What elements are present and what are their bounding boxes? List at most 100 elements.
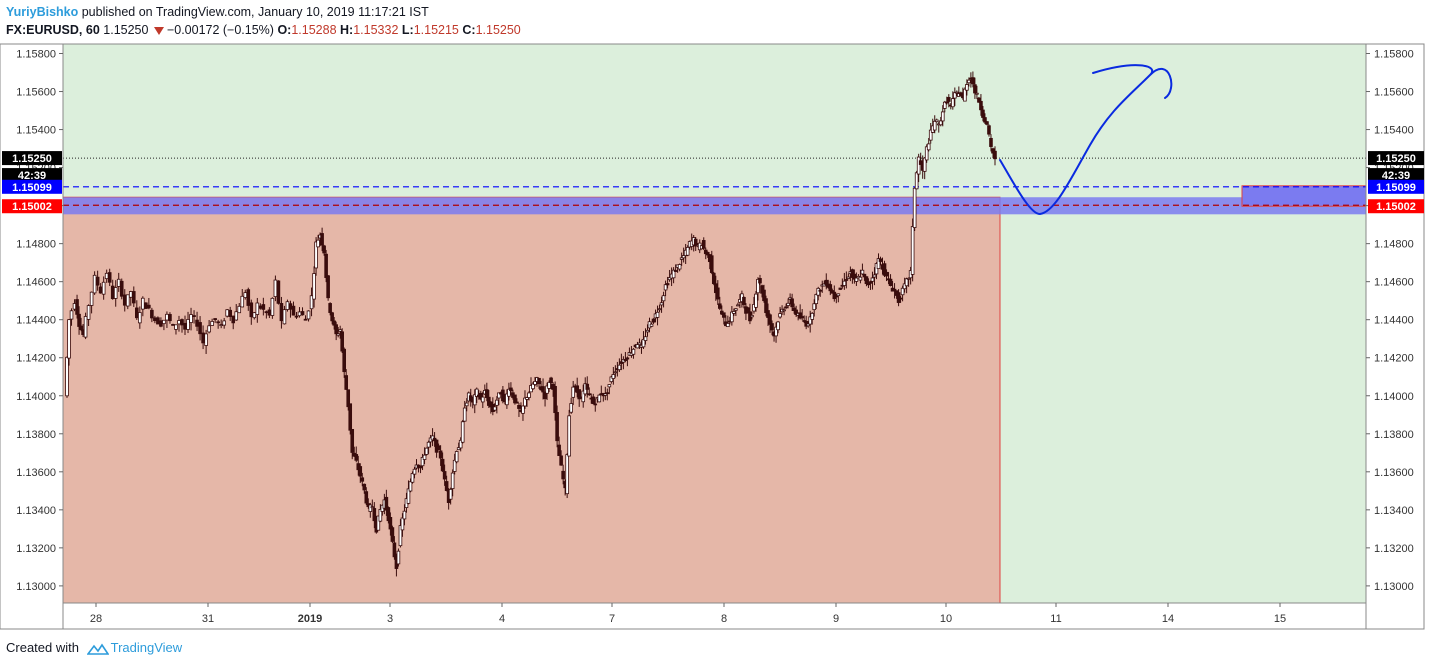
candle-body [643, 336, 648, 341]
price-label-right: 1.15250 [1376, 153, 1416, 165]
candle-body [513, 394, 517, 404]
x-tick-label: 15 [1274, 613, 1286, 625]
time-axis[interactable] [62, 602, 1367, 630]
down-arrow-icon [153, 26, 164, 35]
y-tick-label-left: 1.15600 [16, 87, 56, 99]
candle-body [876, 258, 881, 270]
candle-body [171, 324, 175, 326]
candle-body [192, 315, 196, 317]
candle-body [384, 496, 389, 511]
candle-body [204, 333, 208, 346]
candle-body [543, 392, 547, 400]
candle-body [165, 313, 169, 321]
candle-body [340, 331, 344, 352]
price-chart[interactable]: 1.15800 1.15800 1.15600 1.15600 1.15400 1.154… [0, 0, 1430, 640]
candle-body [736, 304, 740, 307]
candle-body [119, 280, 124, 297]
candle-body [189, 314, 193, 323]
candle-body [83, 316, 88, 338]
shaded-zone-layer [62, 185, 1367, 604]
price-axis[interactable] [1365, 43, 1425, 630]
candle-body [924, 146, 929, 161]
candle-body [975, 92, 979, 95]
candle-body [237, 305, 242, 314]
candle-body [872, 274, 877, 278]
candle-body [800, 316, 804, 319]
candle-body [303, 318, 308, 321]
candle-body [267, 309, 272, 316]
candle-body [778, 313, 782, 318]
target-zone-box [1241, 185, 1367, 207]
candle-body [95, 276, 100, 286]
candle-body [186, 319, 190, 330]
publish-info: YuriyBishko published on TradingView.com… [6, 5, 429, 19]
candle-body [818, 289, 823, 292]
candle-body [454, 451, 459, 463]
left-axis[interactable] [0, 43, 64, 630]
close-label: C: [462, 23, 476, 37]
candle-body [567, 415, 571, 457]
candle-body [270, 297, 275, 316]
candle-body [549, 377, 553, 384]
candle-body [219, 324, 223, 326]
created-with-text: Created with [6, 640, 79, 655]
x-tick-label: 7 [609, 613, 615, 625]
candle-body [300, 311, 305, 316]
candle-body [420, 456, 425, 467]
candle-body [362, 483, 367, 491]
candle-body [358, 466, 363, 477]
candle-body [264, 311, 269, 314]
candle-body [619, 361, 624, 364]
author-name[interactable]: YuriyBishko [6, 5, 79, 19]
candle-body [285, 301, 290, 310]
candle-body [141, 297, 145, 310]
candle-body [110, 285, 115, 300]
candle-body [195, 319, 199, 327]
candle-body [424, 447, 429, 455]
candle-body [613, 371, 618, 374]
candle-body [336, 333, 340, 336]
candle-body [782, 309, 786, 312]
candle-body [122, 294, 127, 306]
candle-body [742, 296, 746, 305]
candle-body [623, 359, 628, 362]
candle-body [760, 285, 764, 294]
candle-body [557, 444, 561, 456]
candle-body [342, 348, 346, 373]
y-tick-label-left: 1.14000 [16, 391, 56, 403]
x-tick-label: 14 [1162, 613, 1174, 625]
candle-body [432, 437, 437, 442]
candle-body [671, 269, 676, 279]
price-label-left: 1.15250 [12, 153, 52, 165]
candle-body [450, 472, 455, 489]
candle-body [844, 279, 849, 281]
price-label-right-bg [1368, 168, 1424, 183]
candle-body [273, 279, 278, 298]
price-label-left-bg [2, 179, 62, 194]
candle-body [174, 324, 178, 330]
last-price: 1.15250 [103, 23, 149, 37]
candle-body [388, 517, 393, 530]
candle-body [216, 321, 220, 324]
candle-body [989, 137, 993, 147]
y-tick-label-right: 1.13000 [1374, 581, 1414, 593]
y-tick-label-left: 1.14800 [16, 239, 56, 251]
candle-body [878, 258, 883, 262]
candle-body [396, 550, 401, 565]
price-label-right-bg [1368, 151, 1424, 166]
candle-body [386, 507, 391, 522]
candle-body [438, 450, 443, 459]
x-tick-label: 31 [202, 613, 214, 625]
candle-body [685, 247, 690, 256]
candle-body [838, 287, 843, 290]
candle-body [493, 406, 497, 411]
candle-body [611, 374, 616, 379]
candle-body [541, 386, 545, 393]
candle-body [858, 276, 863, 281]
candle-body [442, 471, 447, 480]
candle-body [746, 307, 750, 314]
price-label-left-bg [2, 151, 62, 166]
candle-body [408, 481, 413, 492]
candle-body [150, 309, 154, 319]
tradingview-brand[interactable]: TradingView [110, 640, 183, 655]
